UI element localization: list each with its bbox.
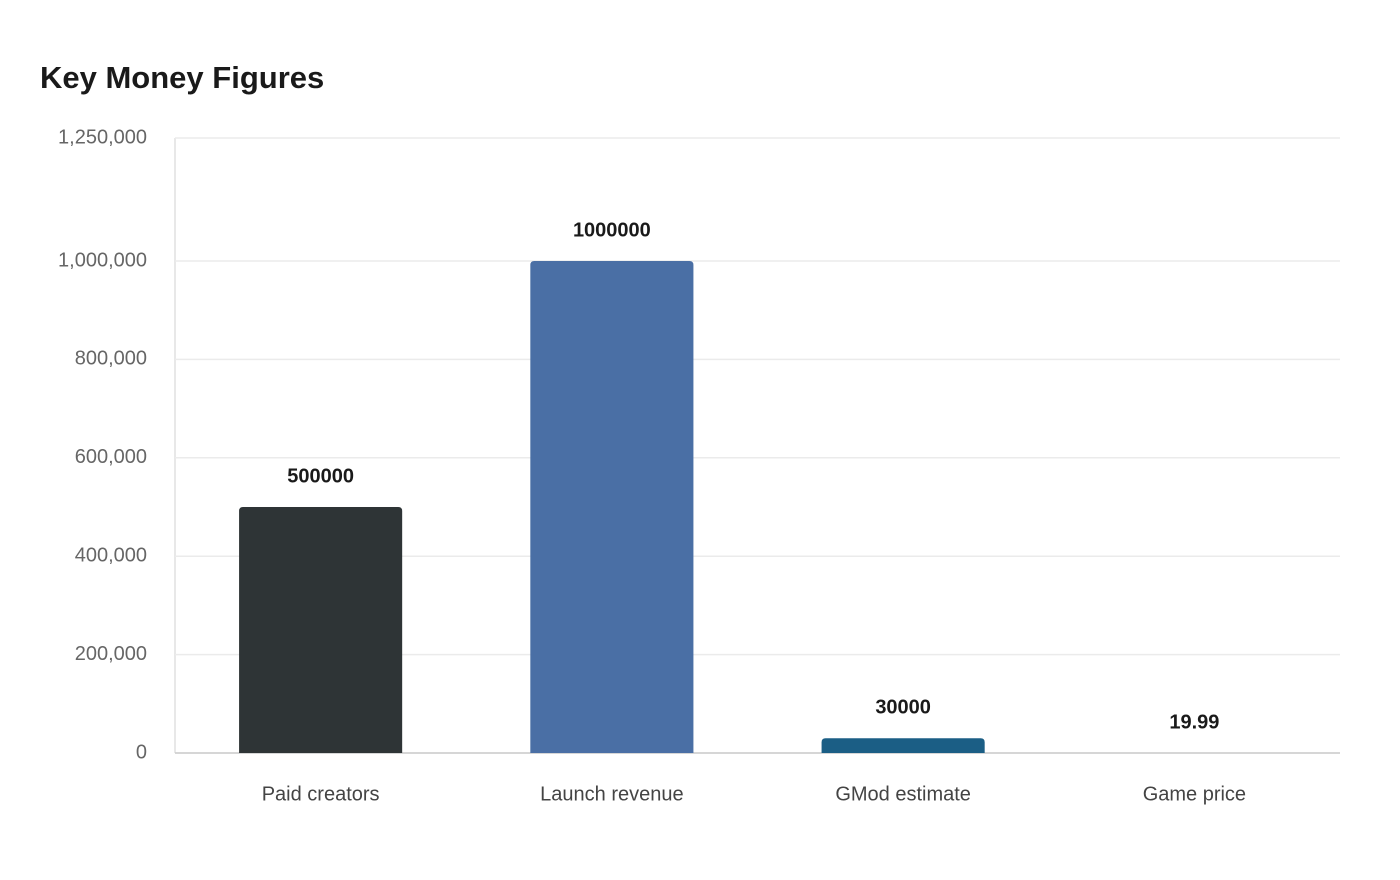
value-label: 500000 xyxy=(287,465,354,487)
y-tick-label: 200,000 xyxy=(75,643,147,665)
x-tick-label: Paid creators xyxy=(262,783,380,805)
chart-title: Key Money Figures xyxy=(40,60,324,95)
x-tick-label: Game price xyxy=(1143,783,1246,805)
x-tick-label: GMod estimate xyxy=(835,783,971,805)
y-tick-label: 400,000 xyxy=(75,544,147,566)
bar xyxy=(530,261,694,753)
y-tick-label: 600,000 xyxy=(75,446,147,468)
bar xyxy=(821,738,985,753)
y-tick-label: 1,250,000 xyxy=(58,126,147,148)
value-label: 30000 xyxy=(875,697,931,719)
value-label: 19.99 xyxy=(1169,711,1219,733)
bar xyxy=(239,507,403,753)
y-tick-label: 800,000 xyxy=(75,348,147,370)
y-tick-label: 1,000,000 xyxy=(58,249,147,271)
y-tick-label: 0 xyxy=(136,741,147,763)
x-tick-label: Launch revenue xyxy=(540,783,683,805)
value-label: 1000000 xyxy=(573,219,651,241)
